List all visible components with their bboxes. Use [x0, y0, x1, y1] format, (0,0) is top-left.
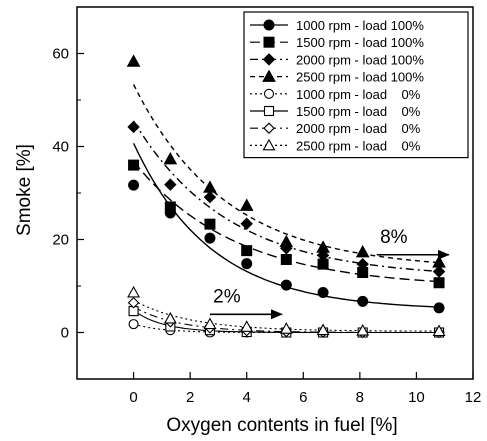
- data-point-series-3: [240, 217, 253, 230]
- data-point-series-1: [433, 302, 445, 314]
- x-axis-label: Oxygen contents in fuel [%]: [166, 415, 397, 436]
- legend: 1000 rpm - load 100% 1500 rpm - load 100%…: [243, 11, 469, 159]
- data-point-series-4: [316, 240, 330, 253]
- legend-marker: [263, 105, 275, 117]
- data-point-series-1: [204, 232, 216, 244]
- data-points: [126, 54, 446, 339]
- data-point-series-1: [357, 295, 369, 307]
- data-point-series-4: [355, 245, 370, 258]
- data-point-series-7: [127, 296, 140, 309]
- legend-marker: [262, 138, 276, 151]
- legend-marker: [263, 36, 275, 48]
- data-point-series-8: [432, 324, 446, 337]
- legend-marker: [262, 53, 276, 66]
- data-point-series-5: [128, 319, 139, 330]
- data-point-series-4: [203, 180, 217, 193]
- data-point-series-2: [128, 159, 140, 171]
- data-point-series-2: [164, 201, 176, 213]
- legend-label: 2000 rpm - load 100%: [296, 52, 424, 67]
- data-point-series-4: [239, 198, 254, 211]
- legend-label: 2500 rpm - load 100%: [296, 70, 424, 85]
- x-tick-label: 4: [243, 389, 251, 406]
- x-tick-label: 12: [465, 389, 482, 406]
- data-point-series-2: [280, 253, 292, 265]
- legend-label: 1000 rpm - load 0%: [296, 87, 421, 102]
- fit-curve-series-4: [132, 84, 440, 264]
- data-point-series-3: [127, 120, 140, 134]
- data-point-series-2: [204, 218, 216, 230]
- legend-label: 1500 rpm - load 100%: [296, 35, 424, 50]
- legend-label: 2500 rpm - load 0%: [296, 138, 421, 153]
- data-point-series-4: [126, 54, 141, 67]
- annotations: 8% 2%: [209, 227, 450, 320]
- data-point-series-8: [163, 311, 177, 324]
- y-axis-label: Smoke [%]: [14, 144, 35, 236]
- data-point-series-3: [432, 265, 446, 278]
- legend-marker: [263, 122, 275, 134]
- data-point-series-8: [316, 323, 330, 336]
- data-point-series-8: [203, 317, 217, 330]
- y-tick-label: 0: [61, 325, 69, 342]
- data-point-series-8: [127, 285, 141, 298]
- y-tick-label: 60: [52, 46, 69, 63]
- x-tick-label: 2: [186, 389, 194, 406]
- legend-label: 1000 rpm - load 100%: [296, 18, 424, 33]
- data-point-series-4: [432, 255, 446, 268]
- legend-label: 2000 rpm - load 0%: [296, 121, 421, 136]
- y-tick-label: 20: [52, 232, 69, 249]
- data-point-series-8: [356, 324, 370, 336]
- data-point-series-1: [317, 287, 329, 299]
- data-point-series-8: [279, 322, 293, 334]
- data-point-series-4: [163, 152, 178, 165]
- legend-marker: [263, 88, 275, 99]
- data-point-series-1: [128, 179, 140, 191]
- x-tick-label: 8: [356, 389, 364, 406]
- x-tick-label: 6: [299, 389, 307, 406]
- data-point-series-4: [279, 234, 294, 248]
- data-point-series-3: [164, 178, 177, 191]
- legend-marker: [263, 19, 275, 31]
- legend-marker: [262, 69, 276, 82]
- data-point-series-2: [433, 277, 445, 289]
- annotation-label: 2%: [213, 286, 241, 307]
- data-point-series-3: [356, 257, 369, 271]
- data-point-series-1: [280, 279, 292, 291]
- data-point-series-1: [241, 258, 253, 270]
- legend-box: [243, 11, 469, 159]
- data-point-series-8: [240, 320, 254, 332]
- annotation-label: 8%: [380, 227, 408, 248]
- x-tick-label: 0: [129, 389, 137, 406]
- axes-group: 0 2 4 6 8 10 12 0 20 40 60: [52, 6, 482, 406]
- x-tick-label: 10: [408, 389, 425, 406]
- data-point-series-3: [203, 190, 217, 204]
- data-point-series-2: [241, 245, 253, 257]
- legend-label: 1500 rpm - load 0%: [296, 104, 421, 119]
- y-tick-label: 40: [52, 139, 69, 156]
